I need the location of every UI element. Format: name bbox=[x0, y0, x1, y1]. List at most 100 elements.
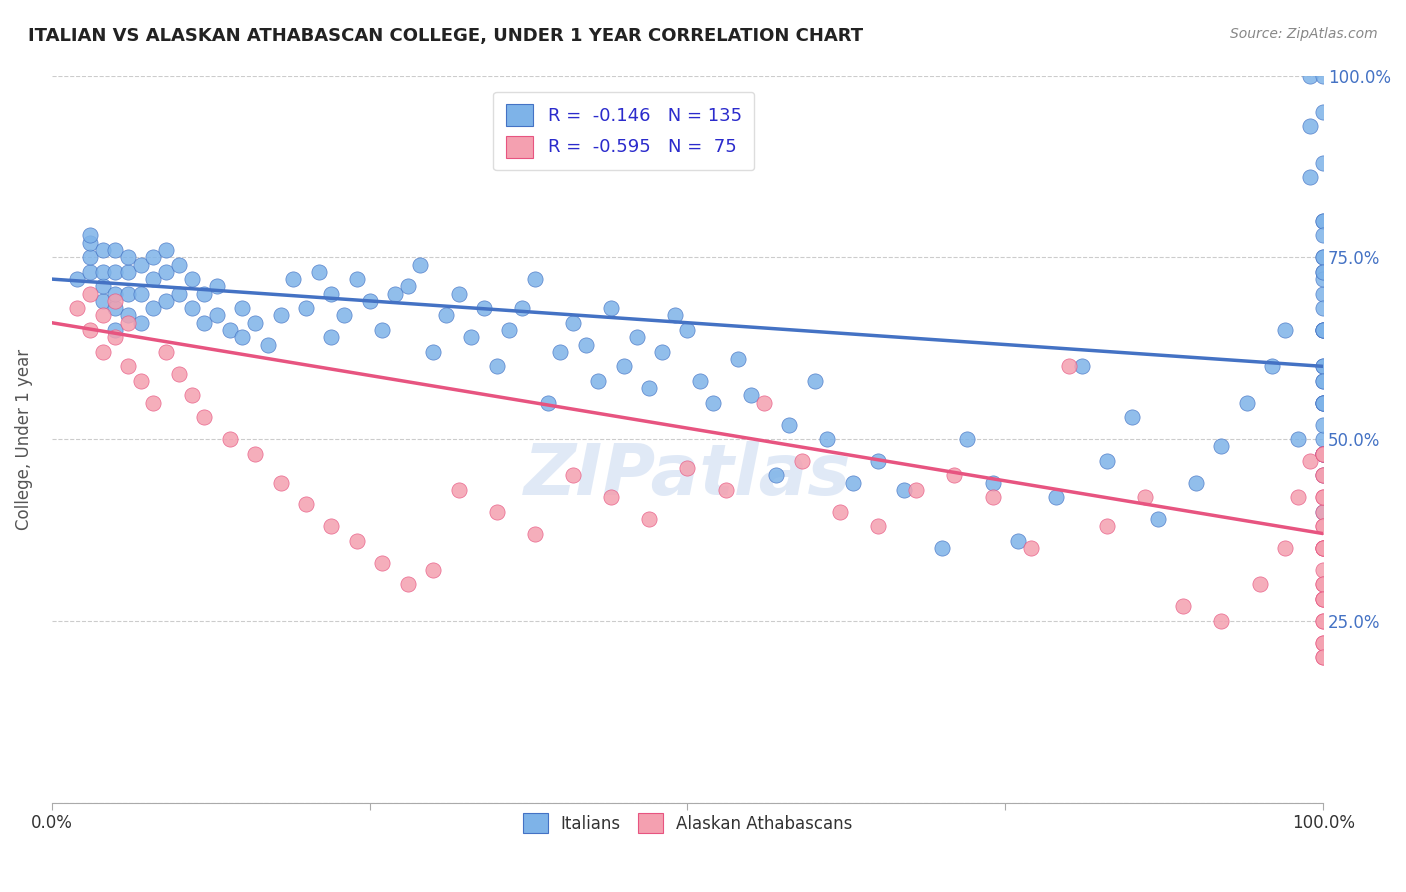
Point bbox=[1312, 69, 1334, 83]
Point bbox=[1312, 374, 1334, 388]
Point bbox=[129, 286, 152, 301]
Point bbox=[1121, 410, 1143, 425]
Point bbox=[1312, 468, 1334, 483]
Point bbox=[1045, 490, 1067, 504]
Point bbox=[1312, 650, 1334, 665]
Point bbox=[523, 272, 546, 286]
Point bbox=[167, 286, 190, 301]
Point bbox=[1312, 323, 1334, 337]
Point bbox=[1312, 395, 1334, 409]
Point bbox=[155, 344, 177, 359]
Point bbox=[550, 344, 572, 359]
Point bbox=[117, 359, 139, 374]
Point bbox=[243, 316, 266, 330]
Point bbox=[1312, 447, 1334, 461]
Point bbox=[193, 410, 215, 425]
Point bbox=[79, 323, 101, 337]
Point bbox=[66, 272, 89, 286]
Point bbox=[498, 323, 520, 337]
Point bbox=[117, 316, 139, 330]
Point bbox=[1312, 301, 1334, 315]
Point bbox=[485, 505, 508, 519]
Point bbox=[333, 309, 356, 323]
Point bbox=[1236, 395, 1258, 409]
Point bbox=[1312, 541, 1334, 555]
Point bbox=[1299, 120, 1322, 134]
Point bbox=[117, 250, 139, 264]
Point bbox=[943, 468, 966, 483]
Point bbox=[396, 279, 419, 293]
Point bbox=[91, 309, 114, 323]
Point bbox=[1312, 214, 1334, 228]
Point bbox=[243, 447, 266, 461]
Point bbox=[180, 301, 202, 315]
Point bbox=[1185, 475, 1208, 490]
Point bbox=[1312, 228, 1334, 243]
Point bbox=[1312, 265, 1334, 279]
Point bbox=[180, 388, 202, 402]
Point bbox=[664, 309, 686, 323]
Point bbox=[1312, 541, 1334, 555]
Point bbox=[1312, 432, 1334, 446]
Point bbox=[409, 258, 432, 272]
Point bbox=[104, 286, 127, 301]
Point bbox=[689, 374, 711, 388]
Point bbox=[626, 330, 648, 344]
Point bbox=[66, 301, 89, 315]
Point bbox=[841, 475, 863, 490]
Point bbox=[1312, 323, 1334, 337]
Point bbox=[1312, 323, 1334, 337]
Point bbox=[1312, 519, 1334, 533]
Point bbox=[1211, 614, 1233, 628]
Point bbox=[205, 279, 228, 293]
Point bbox=[1299, 170, 1322, 185]
Point bbox=[1312, 323, 1334, 337]
Point bbox=[1312, 250, 1334, 264]
Point bbox=[155, 265, 177, 279]
Point bbox=[321, 330, 343, 344]
Point bbox=[270, 309, 292, 323]
Point bbox=[905, 483, 928, 497]
Point bbox=[790, 454, 813, 468]
Point bbox=[1312, 374, 1334, 388]
Text: ITALIAN VS ALASKAN ATHABASCAN COLLEGE, UNDER 1 YEAR CORRELATION CHART: ITALIAN VS ALASKAN ATHABASCAN COLLEGE, U… bbox=[28, 27, 863, 45]
Point bbox=[702, 395, 724, 409]
Point bbox=[460, 330, 482, 344]
Point bbox=[803, 374, 825, 388]
Point bbox=[218, 323, 240, 337]
Point bbox=[1249, 577, 1271, 591]
Point bbox=[321, 519, 343, 533]
Point bbox=[205, 309, 228, 323]
Point bbox=[868, 519, 890, 533]
Point bbox=[142, 272, 165, 286]
Point bbox=[142, 395, 165, 409]
Text: ZIPatlas: ZIPatlas bbox=[524, 441, 851, 510]
Point bbox=[79, 228, 101, 243]
Point bbox=[1312, 468, 1334, 483]
Point bbox=[1312, 447, 1334, 461]
Point bbox=[1211, 439, 1233, 453]
Point bbox=[562, 316, 585, 330]
Point bbox=[283, 272, 305, 286]
Point bbox=[1312, 468, 1334, 483]
Point bbox=[167, 367, 190, 381]
Point bbox=[676, 461, 699, 475]
Point bbox=[1312, 505, 1334, 519]
Point bbox=[1312, 250, 1334, 264]
Point bbox=[778, 417, 800, 432]
Point bbox=[396, 577, 419, 591]
Point bbox=[117, 309, 139, 323]
Point bbox=[575, 337, 598, 351]
Point bbox=[1299, 69, 1322, 83]
Point bbox=[1312, 155, 1334, 169]
Point bbox=[193, 316, 215, 330]
Point bbox=[1312, 359, 1334, 374]
Point bbox=[142, 301, 165, 315]
Point bbox=[422, 563, 444, 577]
Point bbox=[613, 359, 636, 374]
Point bbox=[1312, 490, 1334, 504]
Point bbox=[1312, 592, 1334, 607]
Point bbox=[1286, 432, 1309, 446]
Point bbox=[1312, 577, 1334, 591]
Point bbox=[727, 352, 749, 367]
